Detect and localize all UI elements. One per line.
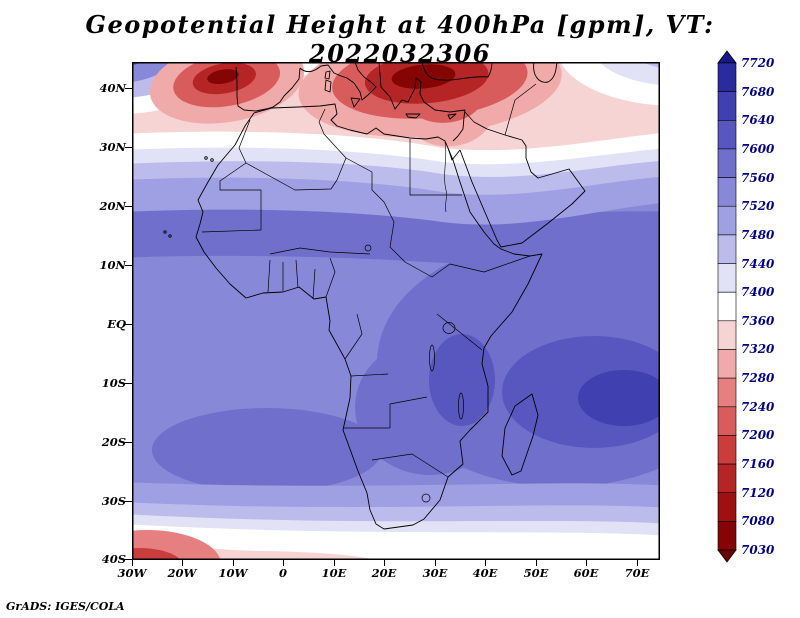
colorbar bbox=[717, 50, 737, 563]
lat-tick bbox=[125, 501, 132, 502]
lat-tick-label: 20N bbox=[99, 199, 126, 213]
colorbar-label: 7440 bbox=[741, 257, 775, 271]
colorbar-label: 7640 bbox=[741, 113, 775, 127]
colorbar-label: 7480 bbox=[741, 228, 775, 242]
lon-tick bbox=[637, 560, 638, 566]
lat-tick bbox=[125, 442, 132, 443]
colorbar-label: 7360 bbox=[741, 314, 775, 328]
grads-credit: GrADS: IGES/COLA bbox=[6, 600, 125, 613]
colorbar-label: 7560 bbox=[741, 171, 775, 185]
lat-tick bbox=[125, 88, 132, 89]
lon-tick bbox=[536, 560, 537, 566]
chart-title: Geopotential Height at 400hPa [gpm], VT:… bbox=[85, 10, 715, 68]
colorbar-label: 7720 bbox=[741, 56, 775, 70]
colorbar-label: 7280 bbox=[741, 371, 775, 385]
colorbar-label: 7120 bbox=[741, 486, 775, 500]
lon-tick bbox=[182, 560, 183, 566]
colorbar-under-triangle bbox=[717, 549, 737, 563]
lat-tick-label: EQ bbox=[107, 317, 126, 331]
lon-tick bbox=[334, 560, 335, 566]
map-plot-area bbox=[132, 62, 660, 560]
lon-tick-label: 10W bbox=[218, 566, 248, 580]
lat-tick bbox=[125, 559, 132, 560]
lon-tick-label: 30E bbox=[422, 566, 448, 580]
lon-tick bbox=[132, 560, 133, 566]
lon-tick bbox=[233, 560, 234, 566]
contour-map bbox=[132, 62, 660, 560]
colorbar-label: 7520 bbox=[741, 199, 775, 213]
lon-tick-label: 20E bbox=[371, 566, 397, 580]
colorbar-label: 7030 bbox=[741, 543, 775, 557]
lon-tick bbox=[435, 560, 436, 566]
colorbar-over-triangle bbox=[717, 50, 737, 64]
colorbar-label: 7160 bbox=[741, 457, 775, 471]
lat-tick bbox=[125, 383, 132, 384]
colorbar-label: 7200 bbox=[741, 428, 775, 442]
lon-tick-label: 50E bbox=[523, 566, 549, 580]
lon-tick-label: 30W bbox=[117, 566, 147, 580]
lat-tick bbox=[125, 206, 132, 207]
colorbar-label: 7320 bbox=[741, 342, 775, 356]
lon-tick-label: 70E bbox=[624, 566, 650, 580]
lon-tick bbox=[384, 560, 385, 566]
map-frame bbox=[132, 62, 660, 560]
lon-tick-label: 0 bbox=[278, 566, 287, 580]
lat-tick-label: 40S bbox=[101, 552, 126, 566]
colorbar-label: 7080 bbox=[741, 514, 775, 528]
contour-fills bbox=[132, 62, 660, 560]
lat-tick-label: 40N bbox=[99, 81, 126, 95]
colorbar-label: 7600 bbox=[741, 142, 775, 156]
lon-tick bbox=[283, 560, 284, 566]
lat-tick-label: 30S bbox=[101, 494, 126, 508]
lat-tick-label: 20S bbox=[101, 435, 126, 449]
lon-tick bbox=[485, 560, 486, 566]
lon-tick-label: 10E bbox=[321, 566, 347, 580]
country-borders bbox=[201, 83, 537, 503]
lat-tick bbox=[125, 147, 132, 148]
lat-tick-label: 30N bbox=[99, 140, 126, 154]
colorbar-label: 7680 bbox=[741, 85, 775, 99]
lon-tick-label: 20W bbox=[167, 566, 197, 580]
lon-tick-label: 40E bbox=[472, 566, 498, 580]
lat-tick-label: 10S bbox=[101, 376, 126, 390]
coastlines bbox=[163, 62, 586, 530]
lat-tick-label: 10N bbox=[99, 258, 126, 272]
colorbar-label: 7400 bbox=[741, 285, 775, 299]
lat-tick bbox=[125, 324, 132, 325]
lon-tick-label: 60E bbox=[573, 566, 599, 580]
colorbar-label: 7240 bbox=[741, 400, 775, 414]
lon-tick bbox=[586, 560, 587, 566]
lat-tick bbox=[125, 265, 132, 266]
